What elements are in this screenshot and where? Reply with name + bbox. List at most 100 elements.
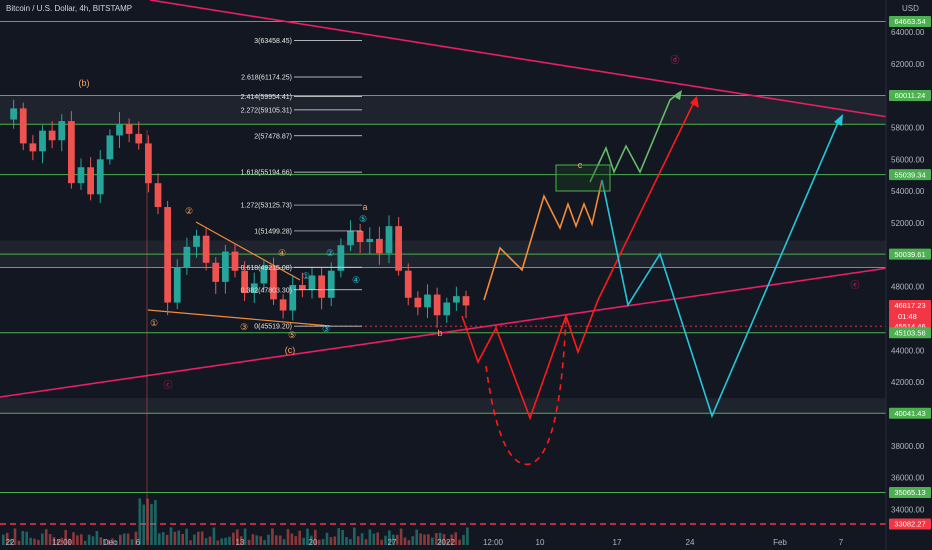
volume-bar <box>356 536 360 545</box>
wave-label: ⓔ <box>850 280 859 290</box>
volume-bar <box>466 527 469 545</box>
candle-body <box>356 230 364 243</box>
volume-bar <box>165 534 169 545</box>
zone-band <box>0 95 886 125</box>
candle-body <box>385 226 393 254</box>
wave-label: b <box>437 328 442 338</box>
volume-bar <box>138 498 142 545</box>
arrow-head-cyan <box>834 114 843 126</box>
y-tick-label: 58000.00 <box>891 123 925 132</box>
candle-body <box>183 246 191 268</box>
y-axis[interactable]: 34000.0036000.0038000.0040000.0042000.00… <box>885 0 932 550</box>
fib-label: 0.382(47803.30) <box>241 287 292 294</box>
price-tag-text: 50039.61 <box>894 250 925 259</box>
fib-label: 1.618(55194.66) <box>241 170 292 177</box>
fib-label: 0(45519.20) <box>254 324 292 331</box>
wave-label: ⓒ <box>163 380 172 390</box>
price-tag-bg <box>889 89 931 101</box>
y-tick-label: 44000.00 <box>891 346 925 355</box>
candle-body <box>241 270 248 293</box>
volume-bar <box>111 538 114 545</box>
volume-bar <box>442 534 446 545</box>
volume-bar <box>224 537 227 545</box>
volume-bar <box>208 536 212 545</box>
volume-bar <box>271 528 274 545</box>
volume-bar <box>87 534 91 545</box>
candle-body <box>10 108 17 120</box>
x-tick-label: 17 <box>613 538 622 547</box>
wave-label: ④ <box>352 275 360 285</box>
price-tag-bg <box>889 299 931 311</box>
volume-bar <box>349 539 352 545</box>
wave-label: a <box>362 202 367 212</box>
candle-body <box>299 285 306 290</box>
volume-bar <box>212 527 216 545</box>
candle-body <box>443 302 451 316</box>
trendlines <box>0 0 889 540</box>
volume-bar <box>395 534 399 545</box>
wave-label: ② <box>185 206 193 216</box>
volume-bar <box>95 530 99 545</box>
price-tag-text: 33082.27 <box>894 520 925 529</box>
candle-body <box>327 270 335 298</box>
candle-body <box>212 262 220 282</box>
candle-body <box>270 265 277 300</box>
candle-body <box>145 143 152 184</box>
candle-body <box>106 135 114 160</box>
volume-bar <box>99 537 103 545</box>
price-tag-bg <box>889 169 931 181</box>
volume-bar <box>337 528 340 545</box>
volume-bar <box>60 537 64 545</box>
candle-body <box>68 121 75 184</box>
x-tick-label: Feb <box>773 538 787 547</box>
volume-bar <box>236 529 239 545</box>
volume-bar <box>325 532 329 545</box>
candle-body <box>433 294 441 316</box>
candle-body <box>193 235 200 247</box>
candle-body <box>173 267 181 303</box>
volume-bar <box>21 531 25 545</box>
candle-body <box>395 226 402 271</box>
projection-green-path <box>589 91 681 183</box>
candle-body <box>125 124 133 134</box>
fib-label: 1(51499.28) <box>254 228 292 235</box>
volume-bar <box>193 534 196 545</box>
volume-bar <box>200 531 204 545</box>
volume-bar <box>126 533 130 545</box>
volume-bar <box>431 537 434 545</box>
x-axis[interactable]: 22 12:00 Dec 6 13 20 27 2022 12:00 10 17 24 Feb 7 <box>6 538 844 547</box>
volume-bar <box>263 540 266 545</box>
candle-body <box>202 235 210 263</box>
y-axis-panel <box>886 0 932 550</box>
wave-label: ③ <box>322 324 330 334</box>
price-tag-text: 46817.23 <box>894 301 925 310</box>
horizontal-levels <box>0 20 886 525</box>
volume-bar <box>2 534 5 545</box>
volume-bar <box>360 533 364 545</box>
wave-label: ⑤ <box>359 214 367 224</box>
candle-body <box>337 245 345 271</box>
volume-bar <box>407 540 411 545</box>
x-tick-label: 6 <box>136 538 141 547</box>
lower-trendline <box>0 267 889 398</box>
x-tick-label: 27 <box>388 538 397 547</box>
candle-body <box>48 130 56 141</box>
volume-bar <box>399 528 403 545</box>
price-tag-bg <box>889 486 931 498</box>
arrow-head-red <box>690 96 699 108</box>
volume-bar <box>9 539 13 545</box>
candle-body <box>376 238 383 254</box>
wave-label: ① <box>150 318 158 328</box>
volume-bar <box>298 530 301 545</box>
x-tick-label: 10 <box>536 538 545 547</box>
wave-labels: (b) (c) a b c ⓓ ⓔ ⓒ ① ② ③ ④ ⑤ ① ② ③ ④ ⑤ <box>79 55 860 390</box>
volume-bar <box>247 539 251 545</box>
volume-bar <box>185 528 188 545</box>
volume-bar <box>411 536 415 545</box>
candle-body <box>462 296 470 306</box>
volume-bar <box>423 534 426 545</box>
volume-bar <box>107 539 110 545</box>
volume-bar <box>48 534 52 545</box>
volume-bar <box>294 536 298 545</box>
volume-bar <box>446 540 450 545</box>
